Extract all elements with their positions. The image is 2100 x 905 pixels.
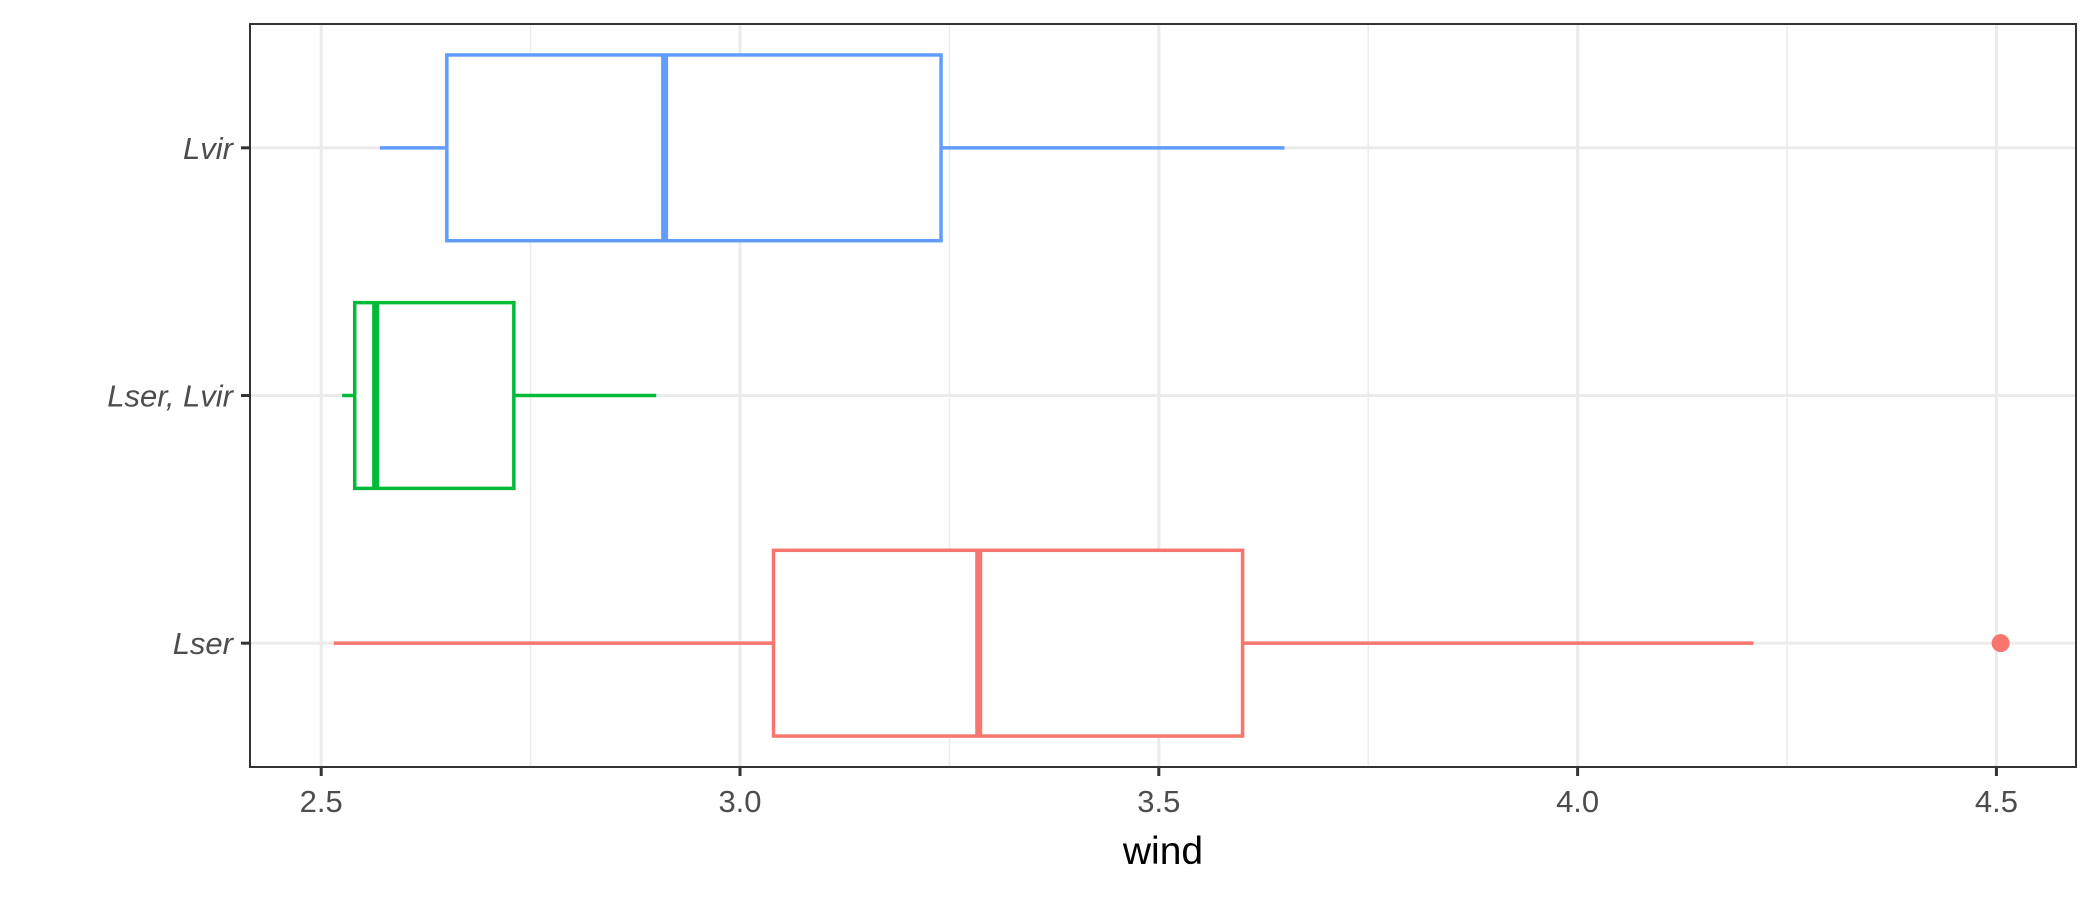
- x-tick-label: 4.5: [1975, 784, 2018, 819]
- y-tick-label: Lvir: [183, 131, 235, 166]
- axes: 2.5 3.0 3.5 4.0 4.5 Lser Lser, Lvir Lvir: [107, 131, 2018, 819]
- x-tick-label: 3.0: [718, 784, 761, 819]
- x-axis-title: wind: [1122, 830, 1203, 873]
- x-tick-label: 4.0: [1556, 784, 1599, 819]
- box-iqr: [352, 300, 516, 491]
- y-tick-label: Lser, Lvir: [107, 379, 234, 414]
- x-tick-label: 3.5: [1137, 784, 1180, 819]
- box-plots: [333, 53, 2010, 738]
- box-iqr: [771, 548, 1245, 738]
- outlier-point: [1991, 634, 2010, 653]
- x-tick-label: 2.5: [300, 784, 343, 819]
- box-iqr: [445, 53, 943, 243]
- y-tick-label: Lser: [173, 626, 235, 661]
